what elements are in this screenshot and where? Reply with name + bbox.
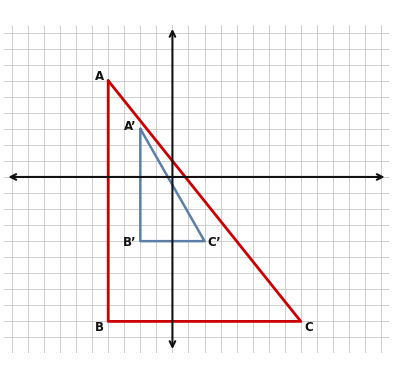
- Text: A: A: [95, 70, 104, 83]
- Text: C: C: [305, 321, 313, 333]
- Text: C’: C’: [207, 236, 221, 249]
- Text: B’: B’: [123, 236, 137, 249]
- Text: A’: A’: [123, 120, 136, 133]
- Text: B: B: [95, 321, 104, 333]
